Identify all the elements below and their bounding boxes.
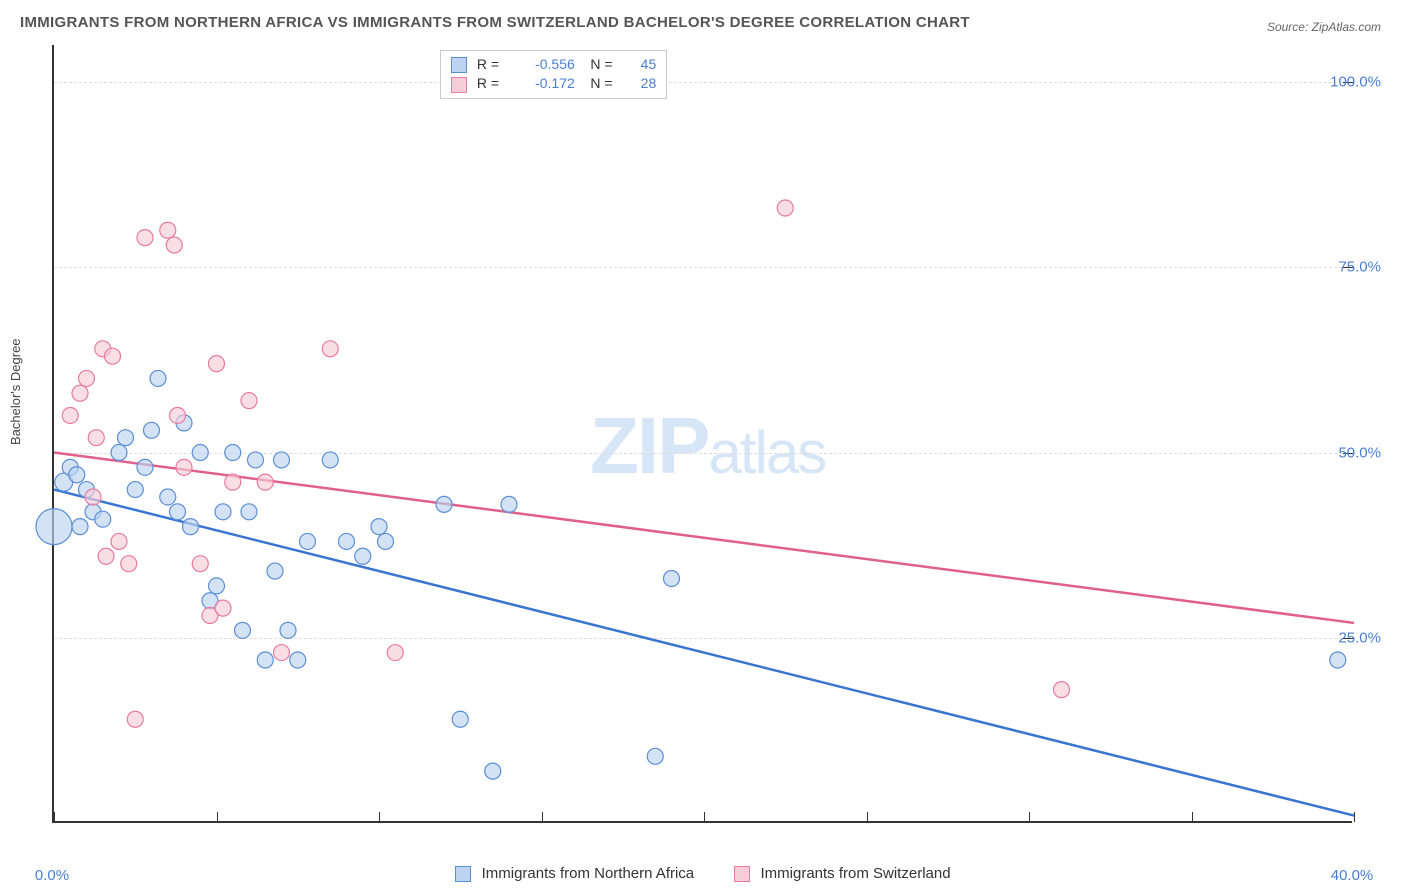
data-point-switzerland (62, 407, 78, 423)
data-point-northern-africa (436, 496, 452, 512)
data-point-northern-africa (248, 452, 264, 468)
data-point-switzerland (274, 645, 290, 661)
data-point-northern-africa (72, 519, 88, 535)
data-point-northern-africa (267, 563, 283, 579)
data-point-switzerland (215, 600, 231, 616)
data-point-switzerland (257, 474, 273, 490)
data-point-switzerland (777, 200, 793, 216)
data-point-switzerland (98, 548, 114, 564)
data-point-switzerland (209, 356, 225, 372)
data-point-northern-africa (274, 452, 290, 468)
legend-swatch-pink (451, 77, 467, 93)
data-point-northern-africa (209, 578, 225, 594)
data-point-switzerland (387, 645, 403, 661)
data-point-switzerland (127, 711, 143, 727)
data-point-northern-africa (170, 504, 186, 520)
data-point-northern-africa (150, 370, 166, 386)
data-point-northern-africa (36, 509, 72, 545)
data-point-northern-africa (137, 459, 153, 475)
data-point-northern-africa (192, 445, 208, 461)
data-point-northern-africa (378, 533, 394, 549)
x-tick (1354, 812, 1355, 822)
legend-label: Immigrants from Switzerland (761, 865, 951, 882)
data-point-northern-africa (183, 519, 199, 535)
data-point-northern-africa (127, 482, 143, 498)
data-point-northern-africa (355, 548, 371, 564)
legend-row: R = -0.172 N = 28 (451, 74, 656, 93)
n-label: N = (590, 75, 622, 91)
chart-svg (54, 45, 1352, 821)
legend-item: Immigrants from Switzerland (734, 865, 950, 882)
data-point-northern-africa (160, 489, 176, 505)
data-point-switzerland (241, 393, 257, 409)
data-point-switzerland (170, 407, 186, 423)
data-point-northern-africa (280, 622, 296, 638)
y-axis-label: Bachelor's Degree (8, 338, 23, 445)
x-tick-label: 40.0% (1331, 867, 1374, 884)
data-point-switzerland (322, 341, 338, 357)
x-tick-label: 0.0% (35, 867, 69, 884)
data-point-switzerland (88, 430, 104, 446)
r-value: -0.172 (513, 75, 575, 91)
data-point-switzerland (105, 348, 121, 364)
data-point-northern-africa (371, 519, 387, 535)
data-point-switzerland (192, 556, 208, 572)
r-label: R = (477, 75, 509, 91)
data-point-northern-africa (95, 511, 111, 527)
data-point-switzerland (72, 385, 88, 401)
data-point-switzerland (111, 533, 127, 549)
data-point-switzerland (166, 237, 182, 253)
data-point-switzerland (1054, 682, 1070, 698)
data-point-northern-africa (235, 622, 251, 638)
n-value: 28 (626, 75, 656, 91)
data-point-northern-africa (485, 763, 501, 779)
data-point-switzerland (225, 474, 241, 490)
data-point-northern-africa (501, 496, 517, 512)
source-label: Source: ZipAtlas.com (1267, 20, 1381, 34)
data-point-switzerland (85, 489, 101, 505)
n-label: N = (590, 56, 622, 72)
data-point-northern-africa (452, 711, 468, 727)
legend-row: R = -0.556 N = 45 (451, 55, 656, 74)
data-point-northern-africa (215, 504, 231, 520)
legend-swatch-blue (455, 866, 471, 882)
data-point-northern-africa (664, 570, 680, 586)
plot-area (52, 45, 1352, 823)
data-point-northern-africa (118, 430, 134, 446)
data-point-northern-africa (1330, 652, 1346, 668)
data-point-northern-africa (144, 422, 160, 438)
data-point-switzerland (79, 370, 95, 386)
data-point-switzerland (176, 459, 192, 475)
r-value: -0.556 (513, 56, 575, 72)
legend-correlation: R = -0.556 N = 45 R = -0.172 N = 28 (440, 50, 667, 99)
r-label: R = (477, 56, 509, 72)
data-point-switzerland (160, 222, 176, 238)
chart-title: IMMIGRANTS FROM NORTHERN AFRICA VS IMMIG… (20, 14, 970, 31)
data-point-northern-africa (647, 748, 663, 764)
data-point-switzerland (121, 556, 137, 572)
data-point-northern-africa (111, 445, 127, 461)
legend-swatch-blue (451, 57, 467, 73)
legend-series: Immigrants from Northern Africa Immigran… (0, 865, 1406, 882)
legend-label: Immigrants from Northern Africa (482, 865, 695, 882)
data-point-northern-africa (322, 452, 338, 468)
data-point-northern-africa (257, 652, 273, 668)
data-point-northern-africa (225, 445, 241, 461)
data-point-northern-africa (69, 467, 85, 483)
legend-swatch-pink (734, 866, 750, 882)
n-value: 45 (626, 56, 656, 72)
data-point-northern-africa (339, 533, 355, 549)
data-point-northern-africa (241, 504, 257, 520)
legend-item: Immigrants from Northern Africa (455, 865, 694, 882)
data-point-northern-africa (300, 533, 316, 549)
data-point-switzerland (137, 230, 153, 246)
data-point-northern-africa (290, 652, 306, 668)
